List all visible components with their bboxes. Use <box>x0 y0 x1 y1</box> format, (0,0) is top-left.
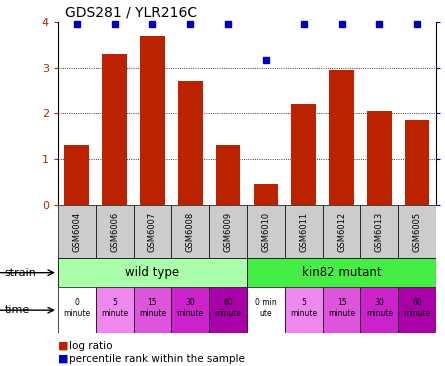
Text: 15
minute: 15 minute <box>328 298 355 318</box>
Text: ■: ■ <box>58 354 72 364</box>
Bar <box>398 287 436 333</box>
Bar <box>134 205 171 258</box>
Bar <box>171 287 209 333</box>
Bar <box>323 287 360 333</box>
Text: percentile rank within the sample: percentile rank within the sample <box>69 354 245 364</box>
Bar <box>134 287 171 333</box>
Bar <box>209 205 247 258</box>
Text: 30
minute: 30 minute <box>177 298 204 318</box>
Text: kin82 mutant: kin82 mutant <box>302 266 381 279</box>
Text: 0
minute: 0 minute <box>63 298 90 318</box>
Bar <box>140 36 165 205</box>
Bar <box>96 287 134 333</box>
Text: 60
minute: 60 minute <box>404 298 431 318</box>
Bar <box>65 146 89 205</box>
Bar <box>398 205 436 258</box>
Bar <box>367 111 392 205</box>
Text: GSM6010: GSM6010 <box>261 212 271 251</box>
Text: 15
minute: 15 minute <box>139 298 166 318</box>
Bar <box>360 287 398 333</box>
Text: GDS281 / YLR216C: GDS281 / YLR216C <box>65 5 198 19</box>
Bar <box>171 205 209 258</box>
Bar <box>360 205 398 258</box>
Bar <box>291 104 316 205</box>
Text: GSM6005: GSM6005 <box>413 212 422 251</box>
Text: GSM6008: GSM6008 <box>186 212 195 251</box>
Bar <box>96 205 134 258</box>
Bar <box>247 287 285 333</box>
Text: 0 min
ute: 0 min ute <box>255 298 277 318</box>
Bar <box>178 82 202 205</box>
Text: GSM6009: GSM6009 <box>223 212 233 251</box>
Text: GSM6004: GSM6004 <box>72 212 81 251</box>
Bar <box>285 287 323 333</box>
Bar <box>209 287 247 333</box>
Bar <box>58 258 247 287</box>
Text: GSM6013: GSM6013 <box>375 212 384 251</box>
Text: GSM6007: GSM6007 <box>148 212 157 251</box>
Bar <box>329 70 354 205</box>
Bar <box>216 146 240 205</box>
Text: GSM6006: GSM6006 <box>110 212 119 251</box>
Text: 30
minute: 30 minute <box>366 298 393 318</box>
Bar <box>247 205 285 258</box>
Bar <box>323 205 360 258</box>
Text: strain: strain <box>4 268 36 278</box>
Text: log ratio: log ratio <box>69 341 113 351</box>
Bar <box>102 54 127 205</box>
Bar <box>405 120 429 205</box>
Text: time: time <box>4 305 30 315</box>
Text: GSM6011: GSM6011 <box>299 212 308 251</box>
Bar <box>247 258 436 287</box>
Text: wild type: wild type <box>125 266 179 279</box>
Bar <box>58 205 96 258</box>
Bar <box>285 205 323 258</box>
Bar <box>58 287 96 333</box>
Text: 5
minute: 5 minute <box>101 298 128 318</box>
Text: 60
minute: 60 minute <box>214 298 242 318</box>
Text: 5
minute: 5 minute <box>290 298 317 318</box>
Text: ■: ■ <box>58 341 72 351</box>
Text: GSM6012: GSM6012 <box>337 212 346 251</box>
Bar <box>254 184 278 205</box>
